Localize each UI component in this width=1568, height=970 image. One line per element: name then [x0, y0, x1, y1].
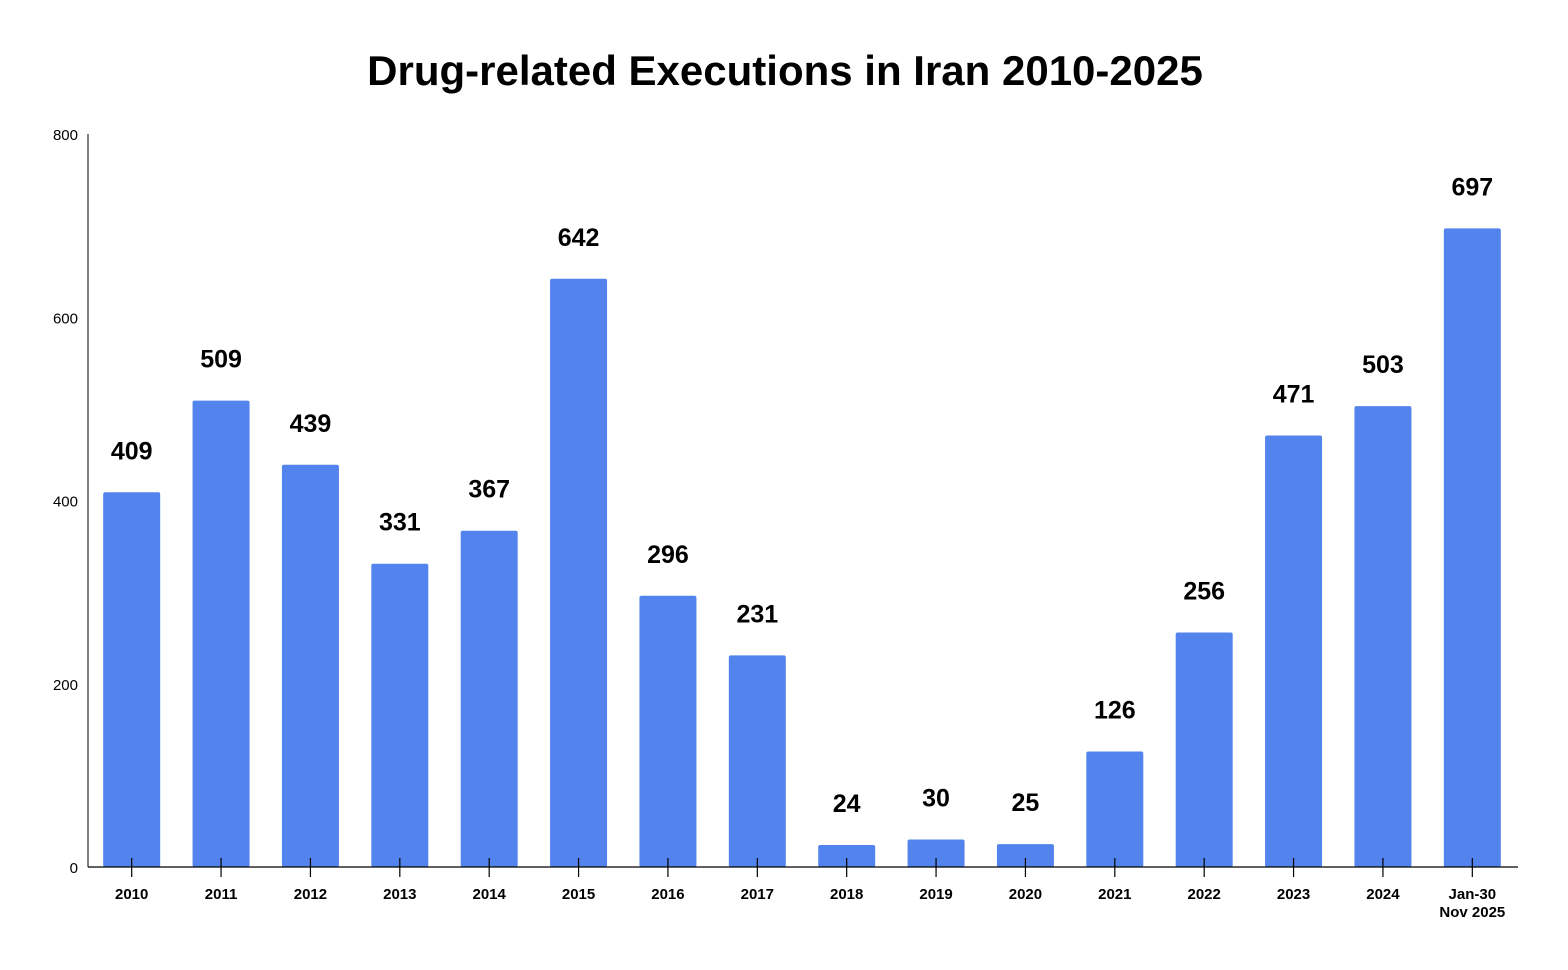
- x-tick-label: 2019: [919, 886, 952, 903]
- x-tick-label-line: 2014: [473, 886, 507, 903]
- y-tick-label: 400: [53, 494, 78, 511]
- bar: [1354, 406, 1412, 867]
- x-tick-label-line: 2020: [1009, 886, 1042, 903]
- y-tick-label: 0: [70, 860, 78, 877]
- bar: [371, 563, 429, 867]
- bar: [103, 492, 161, 867]
- x-tick-label: 2015: [562, 886, 595, 903]
- x-tick-label-line: 2015: [562, 886, 595, 903]
- x-tick-label: 2016: [651, 886, 684, 903]
- x-tick-label: Jan-30 Nov 2025: [1439, 886, 1505, 921]
- bar: [996, 844, 1054, 867]
- bar: [281, 464, 339, 867]
- x-tick-label-line: 2024: [1366, 886, 1400, 903]
- x-tick-label-line: 2023: [1277, 886, 1310, 903]
- x-tick-label: 2023: [1277, 886, 1310, 903]
- data-label: 509: [200, 346, 242, 374]
- x-tick-label-line: 2021: [1098, 886, 1131, 903]
- x-tick-label-line: 2012: [294, 886, 327, 903]
- data-label: 231: [736, 600, 778, 628]
- data-label: 471: [1273, 380, 1315, 408]
- y-axis: 0 200 400 600 800: [53, 127, 89, 877]
- x-tick-label: 2012: [294, 886, 327, 903]
- data-label: 126: [1094, 697, 1136, 725]
- x-tick-label-line: 2013: [383, 886, 416, 903]
- data-label: 256: [1183, 577, 1225, 605]
- x-axis: 2010 2011 2012 2013 2014 2015 2016 2017 2018 2019…: [88, 858, 1518, 921]
- x-tick-label: 2018: [830, 886, 863, 903]
- x-tick-label: 2022: [1188, 886, 1221, 903]
- chart-title: Drug-related Executions in Iran 2010-202…: [367, 47, 1203, 94]
- data-label: 367: [468, 476, 510, 504]
- bar: [192, 400, 250, 867]
- x-tick-label: 2013: [383, 886, 416, 903]
- x-tick-label: 2020: [1009, 886, 1042, 903]
- x-tick-label-line: 2010: [115, 886, 148, 903]
- x-tick-label-line: 2016: [651, 886, 684, 903]
- data-label: 642: [558, 224, 600, 252]
- bar: [1175, 632, 1233, 867]
- x-tick-label-line: 2011: [205, 886, 238, 903]
- x-tick-label: 2021: [1098, 886, 1131, 903]
- bar: [550, 278, 608, 868]
- data-label: 25: [1012, 789, 1040, 817]
- bar: [728, 655, 786, 867]
- data-label: 30: [922, 785, 950, 813]
- bars: 409 509 439 331 367 642 296 231 24 30 25 126 256 471 5…: [103, 173, 1501, 868]
- data-label: 503: [1362, 351, 1404, 379]
- bar: [907, 839, 965, 867]
- x-tick-label: 2017: [741, 886, 774, 903]
- x-tick-label-line: 2018: [830, 886, 863, 903]
- x-tick-label-line: 2017: [741, 886, 774, 903]
- data-label: 24: [833, 790, 861, 818]
- x-tick-label-line: 2022: [1188, 886, 1221, 903]
- bar: [1443, 228, 1501, 867]
- bar: [1265, 435, 1323, 867]
- data-label: 331: [379, 509, 421, 537]
- data-label: 296: [647, 541, 689, 569]
- x-tick-label-line: Nov 2025: [1439, 904, 1505, 921]
- x-tick-label: 2011: [205, 886, 238, 903]
- x-tick-label-line: Jan-30: [1449, 886, 1497, 903]
- bar: [818, 845, 876, 867]
- x-tick-label: 2014: [473, 886, 507, 903]
- data-label: 439: [290, 410, 332, 438]
- y-tick-label: 600: [53, 310, 78, 327]
- data-label: 409: [111, 437, 153, 465]
- data-label: 697: [1451, 173, 1493, 201]
- bar: [639, 595, 697, 867]
- bar: [1086, 751, 1144, 867]
- y-tick-label: 800: [53, 127, 78, 144]
- y-tick-label: 200: [53, 677, 78, 694]
- x-tick-label-line: 2019: [919, 886, 952, 903]
- x-tick-label: 2010: [115, 886, 148, 903]
- x-tick-label: 2024: [1366, 886, 1400, 903]
- bar: [460, 530, 518, 867]
